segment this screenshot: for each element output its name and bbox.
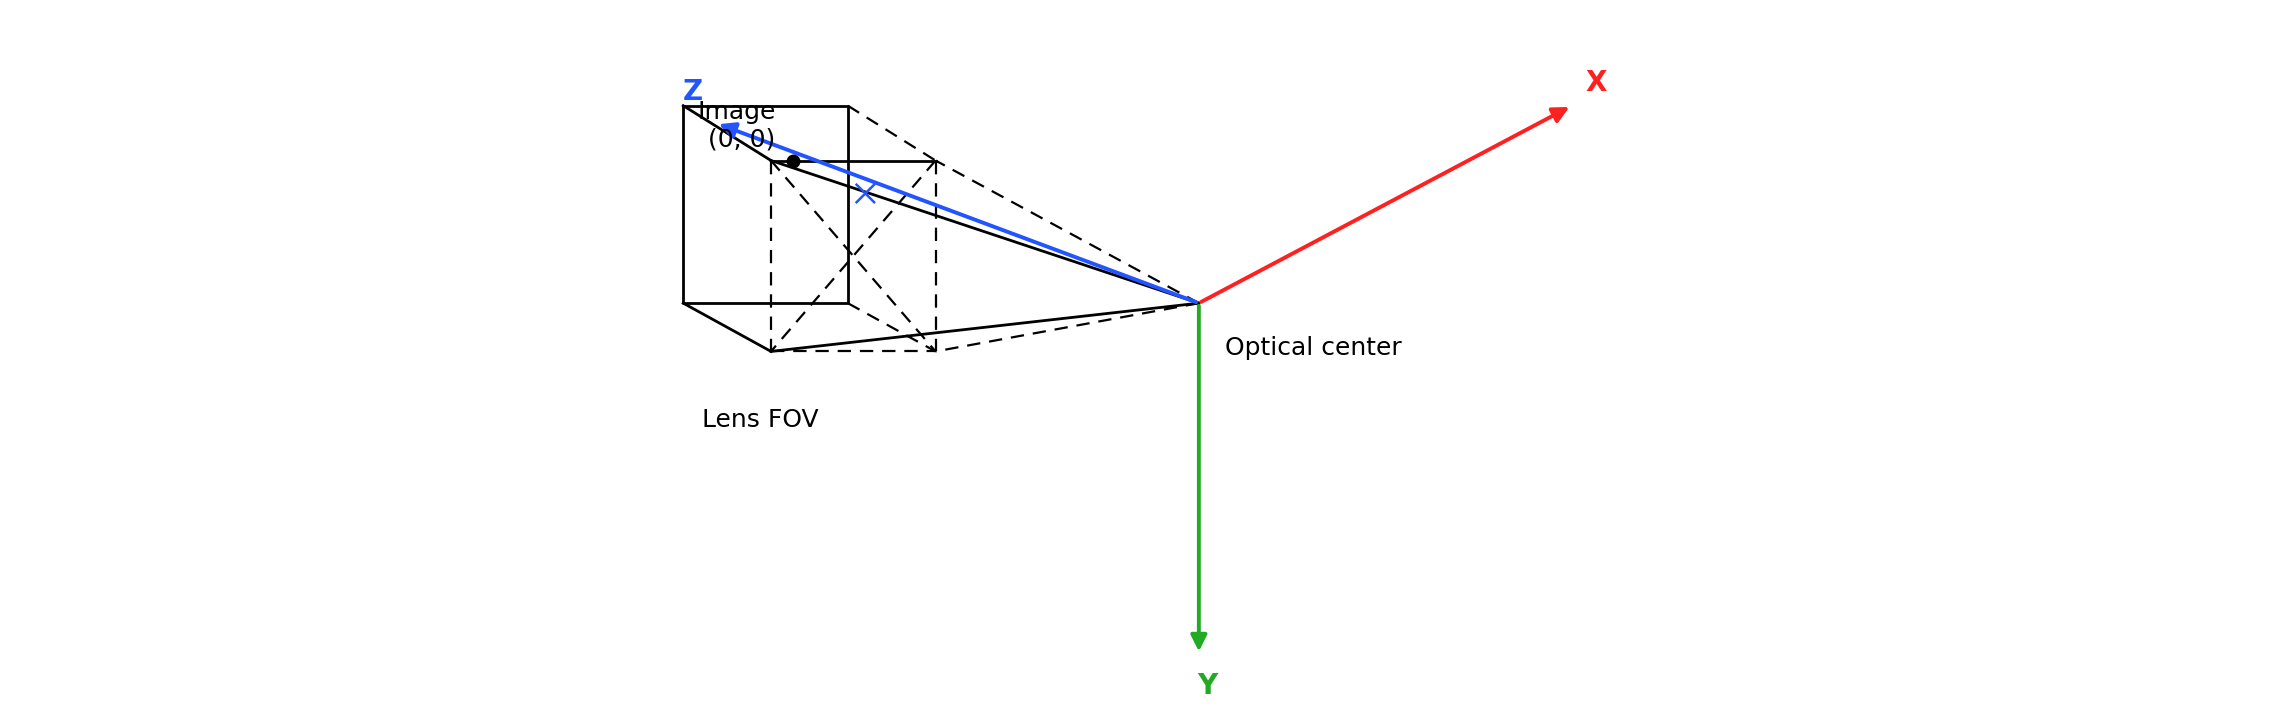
Text: Lens FOV: Lens FOV bbox=[702, 408, 819, 432]
Text: Y: Y bbox=[1197, 672, 1217, 700]
Text: Z: Z bbox=[682, 77, 702, 106]
Text: Image
(0, 0): Image (0, 0) bbox=[698, 100, 776, 152]
Text: Optical center: Optical center bbox=[1224, 336, 1403, 360]
Text: X: X bbox=[1586, 69, 1606, 97]
